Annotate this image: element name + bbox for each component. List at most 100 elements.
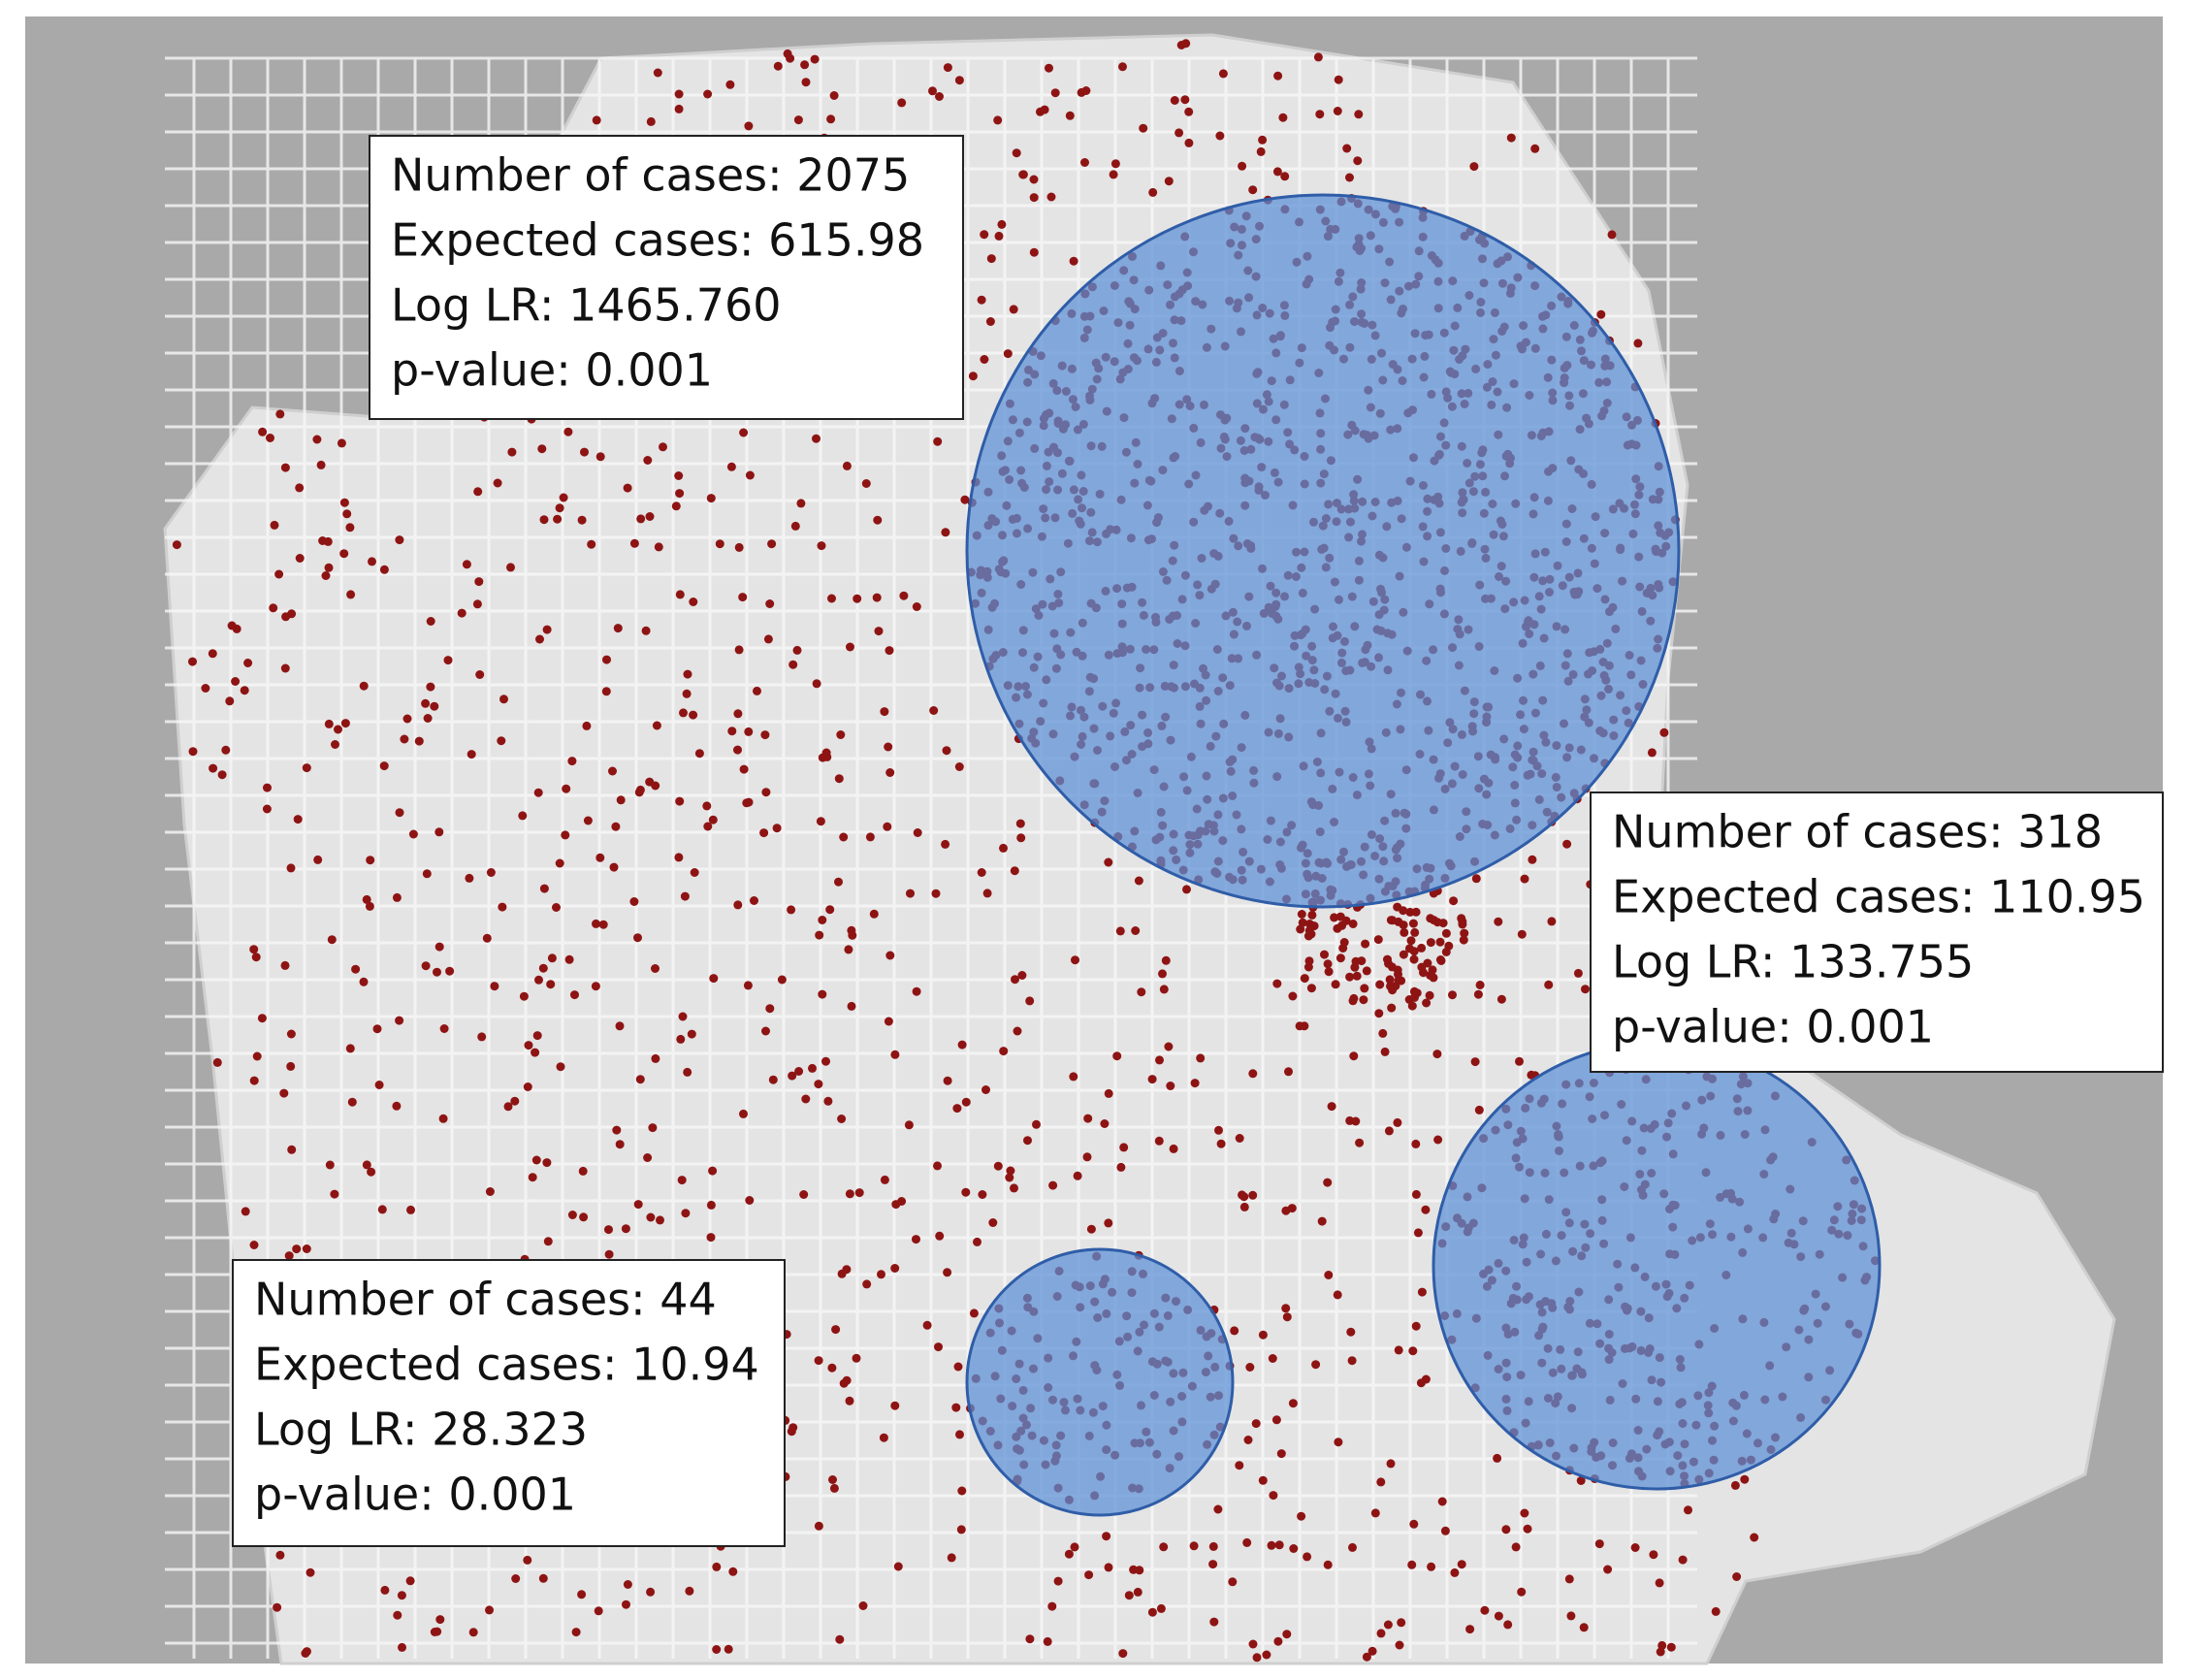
case-point [931, 888, 941, 898]
case-point [604, 1225, 613, 1235]
case-point [523, 1555, 532, 1565]
case-point [928, 86, 937, 96]
case-point [1133, 1587, 1142, 1597]
case-point [225, 696, 235, 706]
case-point [1069, 256, 1078, 266]
case-point [1215, 131, 1225, 141]
case-point [883, 822, 892, 831]
case-point [933, 436, 943, 446]
case-point [727, 727, 737, 736]
case-point [542, 1158, 552, 1168]
case-point [1480, 1605, 1490, 1615]
case-point [538, 1573, 548, 1583]
case-point [961, 1097, 971, 1107]
case-point [1475, 981, 1485, 989]
case-point [1323, 959, 1333, 969]
case-point [280, 463, 290, 472]
case-point [777, 975, 787, 985]
case-point [1086, 1224, 1096, 1234]
case-point [646, 116, 656, 126]
case-point [595, 853, 605, 862]
case-point [1256, 146, 1266, 156]
case-point [1282, 1312, 1292, 1322]
case-point [462, 560, 471, 569]
case-point [1473, 989, 1483, 999]
case-point [563, 427, 573, 436]
case-point [1448, 990, 1457, 1000]
case-point [212, 1057, 222, 1067]
case-point [897, 1197, 907, 1206]
label-line: Log LR: 133.755 [1612, 936, 1974, 988]
case-point [1102, 1532, 1111, 1541]
case-point [904, 1120, 914, 1130]
case-point [1015, 819, 1025, 828]
case-point [1018, 170, 1028, 179]
case-point [1298, 918, 1307, 927]
case-point [1413, 1228, 1423, 1238]
case-point [1407, 1001, 1417, 1011]
case-point [1104, 857, 1113, 867]
case-point [1158, 969, 1167, 979]
case-point [890, 1050, 900, 1059]
case-point [345, 523, 355, 533]
case-point [324, 719, 334, 728]
case-point [818, 989, 827, 999]
case-point [913, 828, 922, 837]
case-point [1333, 107, 1342, 115]
case-point [712, 1562, 722, 1571]
case-point [1303, 962, 1313, 972]
case-point [1607, 230, 1617, 240]
case-point [1354, 110, 1364, 119]
case-point [1230, 1326, 1239, 1336]
case-point [1048, 1180, 1058, 1190]
case-point [1214, 1125, 1223, 1135]
case-point [702, 801, 712, 811]
case-point [943, 1268, 952, 1277]
case-point [592, 115, 601, 125]
case-point [788, 660, 798, 669]
case-point [912, 1235, 920, 1244]
case-point [612, 1125, 622, 1135]
case-point [555, 858, 564, 868]
case-point [379, 761, 389, 771]
case-point [957, 1040, 967, 1050]
case-point [537, 444, 547, 454]
case-point [829, 1483, 839, 1493]
case-point [1084, 1570, 1094, 1580]
case-point [1400, 927, 1409, 937]
case-point [1406, 936, 1416, 946]
case-point [1630, 1543, 1640, 1552]
case-point [1331, 980, 1340, 989]
case-point [885, 951, 895, 960]
case-point [1581, 985, 1590, 994]
label-box [1590, 792, 2164, 1073]
case-point [853, 594, 862, 603]
case-point [578, 1166, 588, 1176]
case-point [1239, 1202, 1249, 1212]
case-point [739, 428, 749, 437]
case-point [1520, 1508, 1529, 1518]
case-point [339, 549, 349, 559]
case-point [1517, 1587, 1527, 1597]
case-point [1348, 920, 1358, 928]
case-point [539, 515, 549, 525]
case-point [682, 689, 692, 698]
case-point [532, 1031, 542, 1041]
labels: Number of cases: 2075 Expected cases: 615… [232, 135, 2164, 1547]
case-point [400, 734, 409, 744]
case-point [1053, 1576, 1063, 1586]
case-point [1273, 71, 1283, 81]
label-line: Number of cases: 2075 [391, 149, 910, 202]
case-point [706, 494, 716, 503]
case-point [1300, 974, 1309, 984]
case-point [435, 1615, 445, 1625]
case-point [262, 804, 272, 814]
case-point [257, 1014, 267, 1023]
case-point [208, 649, 217, 659]
case-point [1159, 1542, 1169, 1552]
case-point [745, 470, 755, 480]
case-point [1457, 1560, 1466, 1569]
case-point [708, 1166, 718, 1176]
case-point [1351, 956, 1361, 966]
